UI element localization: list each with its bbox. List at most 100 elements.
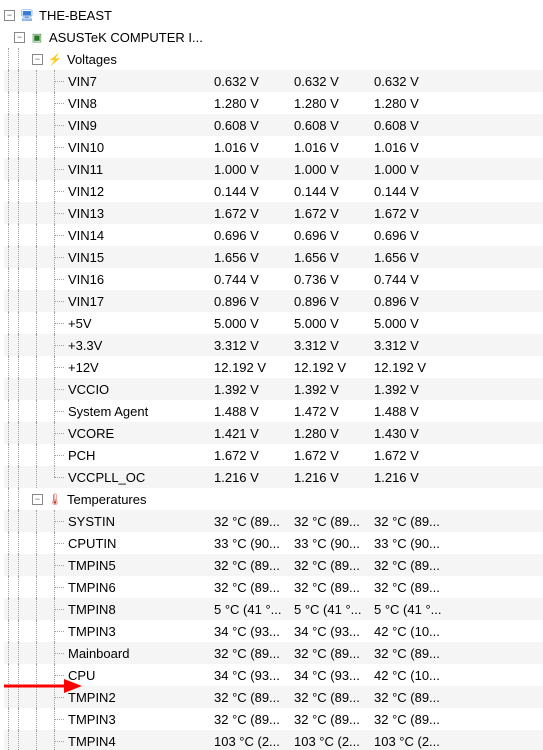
sensor-value: 12.192 V [374, 360, 454, 375]
sensor-value: 32 °C (89... [294, 514, 374, 529]
collapse-toggle[interactable]: − [14, 32, 25, 43]
sensor-value: 0.144 V [214, 184, 294, 199]
sensor-value: 33 °C (90... [214, 536, 294, 551]
sensor-value: 1.488 V [374, 404, 454, 419]
sensor-value: 32 °C (89... [374, 580, 454, 595]
sensor-row[interactable]: SYSTIN32 °C (89...32 °C (89...32 °C (89.… [4, 510, 543, 532]
sensor-value: 34 °C (93... [214, 668, 294, 683]
sensor-value: 103 °C (2... [294, 734, 374, 749]
sensor-value: 34 °C (93... [294, 624, 374, 639]
sensor-value: 5.000 V [374, 316, 454, 331]
sensor-row[interactable]: VIN151.656 V1.656 V1.656 V [4, 246, 543, 268]
sensor-value: 1.656 V [294, 250, 374, 265]
sensor-row[interactable]: VIN70.632 V0.632 V0.632 V [4, 70, 543, 92]
sensor-value: 1.280 V [294, 96, 374, 111]
sensor-value: 1.392 V [374, 382, 454, 397]
sensor-row[interactable]: VIN111.000 V1.000 V1.000 V [4, 158, 543, 180]
sensor-row[interactable]: TMPIN532 °C (89...32 °C (89...32 °C (89.… [4, 554, 543, 576]
sensor-row[interactable]: TMPIN232 °C (89...32 °C (89...32 °C (89.… [4, 686, 543, 708]
tree-node-temperatures[interactable]: − 🌡 Temperatures [4, 488, 543, 510]
sensor-value: 1.430 V [374, 426, 454, 441]
sensor-name: TMPIN8 [68, 602, 116, 617]
sensor-tree[interactable]: − 🖥 THE-BEAST − ▣ ASUSTeK COMPUTER I... … [0, 0, 543, 750]
sensor-value: 1.280 V [294, 426, 374, 441]
sensor-value: 32 °C (89... [214, 646, 294, 661]
sensor-value: 1.656 V [374, 250, 454, 265]
sensor-row[interactable]: TMPIN85 °C (41 °...5 °C (41 °...5 °C (41… [4, 598, 543, 620]
vendor-label: ASUSTeK COMPUTER I... [49, 30, 203, 45]
sensor-row[interactable]: TMPIN632 °C (89...32 °C (89...32 °C (89.… [4, 576, 543, 598]
sensor-name: TMPIN6 [68, 580, 116, 595]
sensor-row[interactable]: PCH1.672 V1.672 V1.672 V [4, 444, 543, 466]
root-label: THE-BEAST [39, 8, 112, 23]
collapse-toggle[interactable]: − [32, 494, 43, 505]
sensor-value: 1.672 V [214, 448, 294, 463]
sensor-row[interactable]: +3.3V3.312 V3.312 V3.312 V [4, 334, 543, 356]
sensor-value: 42 °C (10... [374, 668, 454, 683]
sensor-row[interactable]: VIN131.672 V1.672 V1.672 V [4, 202, 543, 224]
tree-node-root[interactable]: − 🖥 THE-BEAST [4, 4, 543, 26]
sensor-value: 32 °C (89... [214, 514, 294, 529]
sensor-row[interactable]: +5V5.000 V5.000 V5.000 V [4, 312, 543, 334]
sensor-value: 32 °C (89... [294, 690, 374, 705]
sensor-row[interactable]: VIN90.608 V0.608 V0.608 V [4, 114, 543, 136]
sensor-value: 0.608 V [374, 118, 454, 133]
sensor-value: 1.672 V [374, 448, 454, 463]
voltages-label: Voltages [67, 52, 117, 67]
collapse-toggle[interactable]: − [32, 54, 43, 65]
sensor-row[interactable]: +12V12.192 V12.192 V12.192 V [4, 356, 543, 378]
sensor-value: 103 °C (2... [374, 734, 454, 749]
sensor-value: 0.608 V [214, 118, 294, 133]
sensor-value: 32 °C (89... [374, 558, 454, 573]
temperatures-label: Temperatures [67, 492, 146, 507]
sensor-value: 1.672 V [374, 206, 454, 221]
sensor-row[interactable]: TMPIN334 °C (93...34 °C (93...42 °C (10.… [4, 620, 543, 642]
sensor-row[interactable]: VIN170.896 V0.896 V0.896 V [4, 290, 543, 312]
sensor-row[interactable]: CPU34 °C (93...34 °C (93...42 °C (10... [4, 664, 543, 686]
sensor-value: 12.192 V [214, 360, 294, 375]
sensor-row[interactable]: VCCPLL_OC1.216 V1.216 V1.216 V [4, 466, 543, 488]
sensor-value: 0.744 V [374, 272, 454, 287]
sensor-row[interactable]: VCCIO1.392 V1.392 V1.392 V [4, 378, 543, 400]
sensor-value: 1.280 V [374, 96, 454, 111]
sensor-row[interactable]: TMPIN332 °C (89...32 °C (89...32 °C (89.… [4, 708, 543, 730]
sensor-value: 1.672 V [294, 448, 374, 463]
sensor-row[interactable]: VIN160.744 V0.736 V0.744 V [4, 268, 543, 290]
sensor-name: VIN11 [68, 162, 103, 177]
sensor-value: 32 °C (89... [294, 646, 374, 661]
sensor-value: 1.472 V [294, 404, 374, 419]
sensor-value: 12.192 V [294, 360, 374, 375]
sensor-value: 3.312 V [214, 338, 294, 353]
sensor-name: VIN14 [68, 228, 104, 243]
sensor-value: 32 °C (89... [294, 580, 374, 595]
sensor-row[interactable]: VIN101.016 V1.016 V1.016 V [4, 136, 543, 158]
sensor-row[interactable]: CPUTIN33 °C (90...33 °C (90...33 °C (90.… [4, 532, 543, 554]
sensor-value: 0.144 V [294, 184, 374, 199]
sensor-name: TMPIN3 [68, 712, 116, 727]
sensor-row[interactable]: VIN120.144 V0.144 V0.144 V [4, 180, 543, 202]
sensor-name: VCCPLL_OC [68, 470, 145, 485]
sensor-value: 5 °C (41 °... [214, 602, 294, 617]
collapse-toggle[interactable]: − [4, 10, 15, 21]
sensor-name: +12V [68, 360, 99, 375]
sensor-value: 0.896 V [374, 294, 454, 309]
sensor-name: VIN17 [68, 294, 104, 309]
sensor-value: 1.016 V [214, 140, 294, 155]
sensor-row[interactable]: VIN81.280 V1.280 V1.280 V [4, 92, 543, 114]
sensor-value: 1.216 V [214, 470, 294, 485]
sensor-row[interactable]: VCORE1.421 V1.280 V1.430 V [4, 422, 543, 444]
sensor-value: 1.000 V [374, 162, 454, 177]
sensor-row[interactable]: System Agent1.488 V1.472 V1.488 V [4, 400, 543, 422]
sensor-value: 1.216 V [294, 470, 374, 485]
sensor-value: 1.421 V [214, 426, 294, 441]
sensor-value: 32 °C (89... [214, 712, 294, 727]
sensor-value: 0.608 V [294, 118, 374, 133]
sensor-row[interactable]: VIN140.696 V0.696 V0.696 V [4, 224, 543, 246]
sensor-value: 34 °C (93... [294, 668, 374, 683]
sensor-row[interactable]: TMPIN4103 °C (2...103 °C (2...103 °C (2.… [4, 730, 543, 750]
tree-node-voltages[interactable]: − ⚡ Voltages [4, 48, 543, 70]
sensor-value: 0.696 V [374, 228, 454, 243]
sensor-value: 32 °C (89... [214, 690, 294, 705]
sensor-row[interactable]: Mainboard32 °C (89...32 °C (89...32 °C (… [4, 642, 543, 664]
tree-node-vendor[interactable]: − ▣ ASUSTeK COMPUTER I... [4, 26, 543, 48]
